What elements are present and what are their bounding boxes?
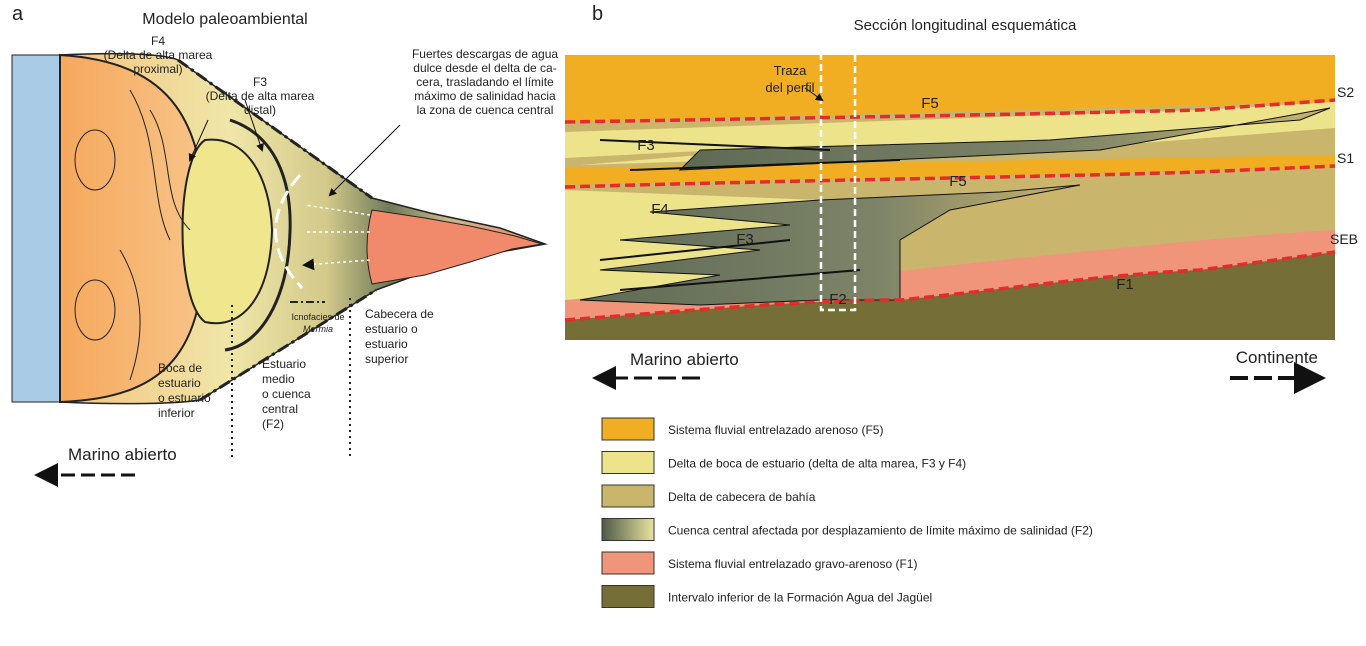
facies-label: F2: [829, 291, 847, 308]
f3-label: F3: [253, 75, 267, 89]
panel-title: Modelo paleoambiental: [142, 11, 307, 28]
legend-swatch: [602, 452, 654, 474]
facies-label: F4: [651, 201, 669, 218]
discharge-note: Fuertes descargas de agua: [412, 47, 558, 61]
middle-estuary-label: central: [262, 402, 298, 416]
ichnofacies-label: Mermia: [303, 324, 333, 334]
legend-label: Cuenca central afectada por desplazamien…: [668, 524, 1093, 538]
f3-label: distal): [244, 103, 276, 117]
trace-label: Traza: [774, 63, 808, 78]
f4-label: F4: [151, 34, 165, 48]
surface-label: S2: [1337, 84, 1354, 100]
discharge-note: máximo de salinidad hacia: [414, 89, 556, 103]
middle-estuary-label: (F2): [262, 417, 284, 431]
lower-estuary-label: inferior: [158, 406, 195, 420]
upper-estuary-label: estuario o: [365, 322, 418, 336]
legend-swatch: [602, 519, 654, 541]
upper-estuary-label: estuario: [365, 337, 408, 351]
legend-label: Sistema fluvial entrelazado gravo-arenos…: [668, 557, 917, 571]
middle-estuary-label: o cuenca: [262, 387, 311, 401]
facies-label: F3: [637, 137, 655, 154]
facies-label: F3: [736, 231, 754, 248]
facies-label: F5: [949, 173, 967, 190]
legend-swatch: [602, 586, 654, 608]
open-marine-label: Marino abierto: [630, 350, 739, 369]
upper-estuary-label: superior: [365, 352, 408, 366]
trace-label: del perfil: [765, 80, 814, 95]
legend-label: Sistema fluvial entrelazado arenoso (F5): [668, 423, 883, 437]
f4-label: (Delta de alta marea: [104, 48, 213, 62]
sea: [12, 55, 64, 402]
discharge-note: dulce desde el delta de ca-: [413, 61, 556, 75]
legend-swatch: [602, 485, 654, 507]
f4-label: proximal): [133, 62, 182, 76]
discharge-note: la zona de cuenca central: [417, 103, 554, 117]
continent-label: Continente: [1236, 348, 1318, 367]
upper-estuary-label: Cabecera de: [365, 307, 434, 321]
panel-title: Sección longitudinal esquemática: [854, 17, 1077, 34]
discharge-pointer: [330, 125, 400, 195]
f3-label: (Delta de alta marea: [206, 89, 315, 103]
legend-label: Intervalo inferior de la Formación Agua …: [668, 591, 932, 605]
legend-label: Delta de boca de estuario (delta de alta…: [668, 457, 966, 471]
middle-estuary-label: medio: [262, 372, 295, 386]
panel-b-drawing: [565, 45, 1335, 378]
panel-label: a: [12, 3, 24, 25]
surface-label: SEB: [1330, 231, 1358, 247]
facies-label: F5: [921, 95, 939, 112]
middle-estuary-label: Estuario: [262, 357, 306, 371]
open-marine-label: Marino abierto: [68, 445, 177, 464]
lower-estuary-label: Boca de: [158, 361, 202, 375]
discharge-note: cera, trasladando el límite: [416, 75, 554, 89]
ichnofacies-label: Icnofacies de: [291, 312, 344, 322]
facies-label: F1: [1116, 276, 1134, 293]
legend-swatch: [602, 552, 654, 574]
legend-label: Delta de cabecera de bahía: [668, 490, 816, 504]
lower-estuary-label: estuario: [158, 376, 201, 390]
surface-label: S1: [1337, 150, 1354, 166]
lower-estuary-label: o estuario: [158, 391, 211, 405]
panel-label: b: [592, 3, 603, 25]
figure: aModelo paleoambientalF4(Delta de alta m…: [0, 0, 1366, 641]
legend-swatch: [602, 418, 654, 440]
